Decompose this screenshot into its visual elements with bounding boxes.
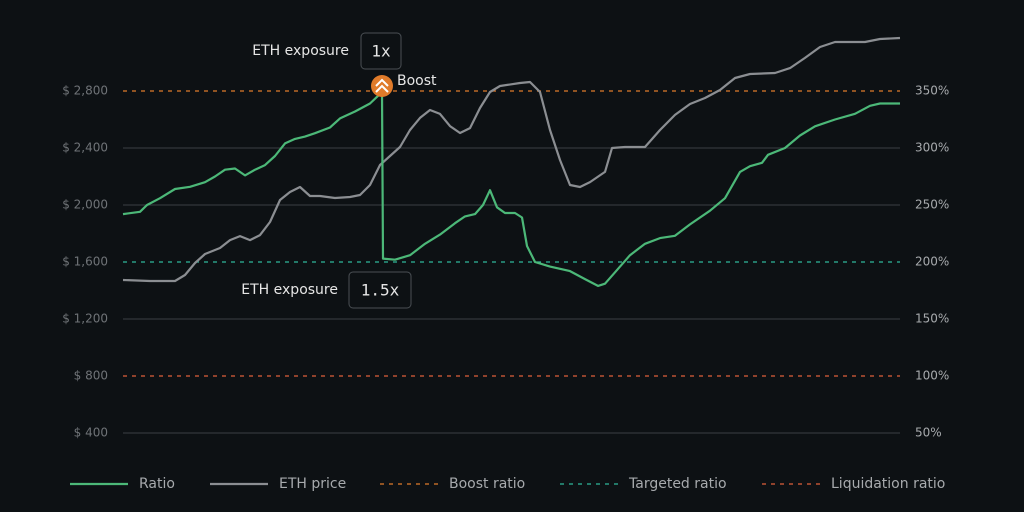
y2-tick-label: 50% bbox=[915, 426, 942, 440]
annotation-label: Boost bbox=[397, 73, 437, 89]
y-tick-label: $ 2,400 bbox=[62, 141, 108, 155]
y2-tick-label: 300% bbox=[915, 141, 949, 155]
series-line bbox=[122, 36, 901, 283]
y-tick-label: $ 2,800 bbox=[62, 84, 108, 98]
legend-label: Liquidation ratio bbox=[831, 476, 945, 492]
y2-tick-label: 350% bbox=[915, 84, 949, 98]
y2-tick-label: 250% bbox=[915, 198, 949, 212]
y2-tick-label: 200% bbox=[915, 255, 949, 269]
legend-label: Targeted ratio bbox=[628, 476, 727, 492]
boost-chevrons bbox=[375, 78, 389, 93]
annotation-label: ETH exposure bbox=[252, 43, 349, 59]
y-tick-label: $ 800 bbox=[74, 369, 108, 383]
annotation-label: ETH exposure bbox=[241, 282, 338, 298]
y2-tick-label: 150% bbox=[915, 312, 949, 326]
legend-label: ETH price bbox=[279, 476, 346, 492]
y2-tick-label: 100% bbox=[915, 369, 949, 383]
y-tick-label: $ 1,600 bbox=[62, 255, 108, 269]
exposure-value: 1x bbox=[371, 42, 391, 61]
y-tick-label: $ 400 bbox=[74, 426, 108, 440]
y-tick-label: $ 1,200 bbox=[62, 312, 108, 326]
y-tick-label: $ 2,000 bbox=[62, 198, 108, 212]
series-line bbox=[122, 91, 900, 287]
exposure-box bbox=[348, 271, 412, 309]
legend-label: Boost ratio bbox=[449, 476, 525, 492]
exposure-box bbox=[360, 32, 402, 70]
exposure-value: 1.5x bbox=[361, 281, 400, 300]
legend-label: Ratio bbox=[139, 476, 175, 492]
